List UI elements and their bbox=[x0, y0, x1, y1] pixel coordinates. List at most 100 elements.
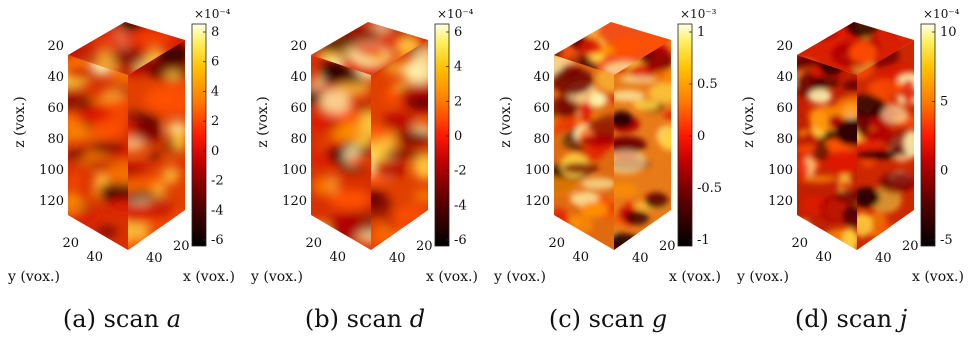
colorbar-tick-label: 1 bbox=[697, 25, 705, 40]
panel-g: 20 40 60 80 100 120 z (vox.) 20 40 y (vox.) 40 20 x … bbox=[493, 7, 722, 333]
colorbar: ×10⁻³ 1 0.5 0 -0.5 -1 bbox=[677, 7, 722, 248]
z-tick-label: 40 bbox=[533, 70, 550, 85]
z-tick-label: 40 bbox=[47, 70, 64, 85]
z-tick-label: 40 bbox=[290, 70, 307, 85]
x-tick-label: 20 bbox=[416, 239, 433, 254]
z-tick-label: 120 bbox=[39, 194, 64, 209]
z-tick-label: 100 bbox=[525, 163, 550, 178]
y-axis-label: y (vox.) bbox=[7, 269, 60, 285]
y-axis-label: y (vox.) bbox=[736, 269, 789, 285]
z-tick-label: 100 bbox=[282, 163, 307, 178]
colorbar-tick-label: 5 bbox=[940, 94, 948, 109]
colorbar-exponent: ×10⁻⁴ bbox=[923, 7, 960, 21]
caption-prefix: (c) scan bbox=[549, 305, 644, 333]
z-tick-label: 120 bbox=[768, 194, 793, 209]
y-tick-label: 20 bbox=[62, 236, 79, 251]
z-tick-label: 80 bbox=[533, 132, 550, 147]
z-tick-label: 120 bbox=[282, 194, 307, 209]
colorbar-tick-label: 2 bbox=[211, 114, 219, 129]
colorbar-tick-label: 4 bbox=[211, 84, 219, 99]
panel-caption: (b) scan d bbox=[305, 305, 425, 333]
x-tick-label: 40 bbox=[875, 251, 892, 266]
x-tick-label: 40 bbox=[632, 251, 649, 266]
colorbar-tick-label: 0.5 bbox=[697, 77, 718, 92]
colorbar-gradient bbox=[677, 23, 693, 247]
x-axis-label: x (vox.) bbox=[669, 269, 721, 285]
x-tick-label: 20 bbox=[659, 239, 676, 254]
colorbar-gradient bbox=[191, 23, 207, 247]
y-tick-label: 20 bbox=[305, 236, 322, 251]
colorbar: ×10⁻⁴ 8 6 4 2 0 -2 -4 -6 bbox=[191, 7, 231, 248]
colorbar-tick-label: 6 bbox=[211, 55, 219, 70]
colorbar-tick-label: 2 bbox=[454, 94, 462, 109]
colorbar-tick-label: -2 bbox=[454, 164, 467, 179]
colorbar-tick-label: -0.5 bbox=[697, 181, 722, 196]
cube-face-side bbox=[128, 40, 185, 250]
colorbar: ×10⁻⁴ 6 4 2 0 -2 -4 -6 bbox=[434, 7, 474, 248]
z-tick-label: 20 bbox=[533, 39, 550, 54]
colorbar-tick-label: -1 bbox=[697, 233, 710, 248]
y-axis-label: y (vox.) bbox=[493, 269, 546, 285]
x-axis-label: x (vox.) bbox=[426, 269, 478, 285]
y-tick-label: 40 bbox=[815, 250, 832, 265]
z-tick-label: 80 bbox=[47, 132, 64, 147]
z-axis-label: z (vox.) bbox=[255, 96, 271, 147]
y-tick-label: 40 bbox=[86, 250, 103, 265]
panel-caption: (a) scan a bbox=[63, 305, 181, 333]
x-tick-label: 40 bbox=[389, 251, 406, 266]
cube-face-front bbox=[554, 55, 614, 250]
panel-caption: (c) scan g bbox=[549, 305, 667, 333]
cube-face-front bbox=[797, 55, 857, 250]
colorbar-gradient bbox=[920, 23, 936, 247]
y-tick-label: 40 bbox=[329, 250, 346, 265]
colorbar-gradient bbox=[434, 23, 450, 247]
caption-prefix: (d) scan bbox=[795, 305, 892, 333]
colorbar-tick-label: -6 bbox=[211, 233, 224, 248]
colorbar-tick-label: 10 bbox=[940, 25, 957, 40]
z-axis-label: z (vox.) bbox=[498, 96, 514, 147]
y-tick-label: 20 bbox=[791, 236, 808, 251]
z-tick-label: 60 bbox=[290, 101, 307, 116]
colorbar-tick-label: -5 bbox=[940, 233, 953, 248]
x-tick-label: 20 bbox=[173, 239, 190, 254]
z-tick-label: 120 bbox=[525, 194, 550, 209]
colorbar-tick-label: 0 bbox=[697, 129, 705, 144]
z-tick-label: 20 bbox=[776, 39, 793, 54]
caption-scan-id: g bbox=[652, 305, 667, 333]
x-axis-label: x (vox.) bbox=[183, 269, 235, 285]
z-tick-label: 80 bbox=[290, 132, 307, 147]
x-axis-label: x (vox.) bbox=[912, 269, 964, 285]
caption-prefix: (b) scan bbox=[305, 305, 402, 333]
colorbar: ×10⁻⁴ 10 5 0 -5 bbox=[920, 7, 960, 248]
colorbar-tick-label: 8 bbox=[211, 25, 219, 40]
panel-caption: (d) scan j bbox=[795, 305, 908, 333]
x-tick-label: 40 bbox=[146, 251, 163, 266]
colorbar-tick-label: -6 bbox=[454, 233, 467, 248]
caption-scan-id: d bbox=[410, 305, 425, 333]
z-axis-label: z (vox.) bbox=[12, 96, 28, 147]
colorbar-exponent: ×10⁻⁴ bbox=[194, 7, 231, 21]
z-tick-label: 100 bbox=[39, 163, 64, 178]
caption-prefix: (a) scan bbox=[63, 305, 159, 333]
colorbar-tick-label: 6 bbox=[454, 25, 462, 40]
z-tick-label: 20 bbox=[290, 39, 307, 54]
z-tick-label: 60 bbox=[776, 101, 793, 116]
x-tick-label: 20 bbox=[902, 239, 919, 254]
z-tick-label: 60 bbox=[47, 101, 64, 116]
colorbar-tick-label: 0 bbox=[940, 164, 948, 179]
z-axis-label: z (vox.) bbox=[741, 96, 757, 147]
caption-scan-id: a bbox=[167, 305, 181, 333]
z-tick-label: 100 bbox=[768, 163, 793, 178]
z-tick-label: 40 bbox=[776, 70, 793, 85]
colorbar-exponent: ×10⁻³ bbox=[680, 7, 717, 21]
y-tick-label: 40 bbox=[572, 250, 589, 265]
colorbar-tick-label: 0 bbox=[211, 144, 219, 159]
y-axis-label: y (vox.) bbox=[250, 269, 303, 285]
z-tick-label: 20 bbox=[47, 39, 64, 54]
colorbar-tick-label: -4 bbox=[454, 198, 467, 213]
colorbar-tick-label: 0 bbox=[454, 129, 462, 144]
